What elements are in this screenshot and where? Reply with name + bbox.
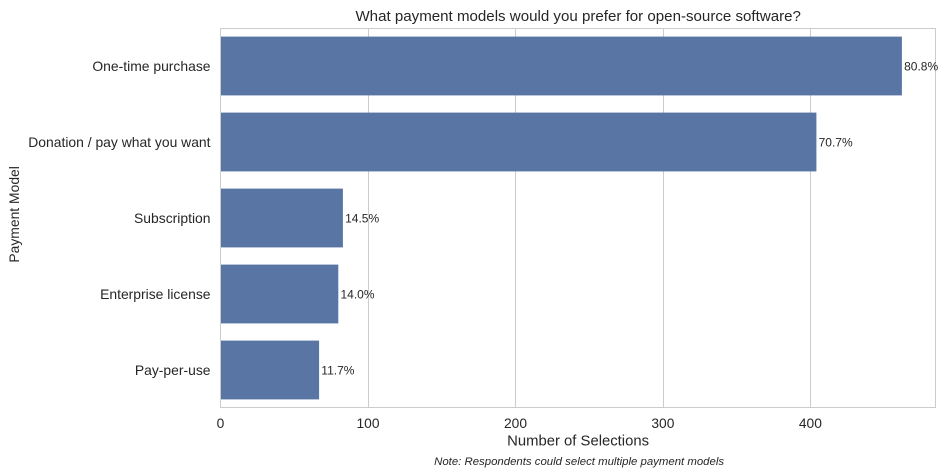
- svg-text:Enterprise license: Enterprise license: [100, 286, 211, 302]
- svg-text:200: 200: [504, 416, 527, 431]
- svg-text:70.7%: 70.7%: [819, 135, 853, 149]
- svg-text:Subscription: Subscription: [134, 210, 210, 226]
- svg-text:Pay-per-use: Pay-per-use: [135, 362, 211, 378]
- svg-text:Note: Respondents could select: Note: Respondents could select multiple …: [434, 456, 724, 468]
- svg-text:0: 0: [217, 416, 225, 431]
- svg-text:100: 100: [356, 416, 379, 431]
- svg-text:What payment models would you: What payment models would you prefer for…: [355, 8, 801, 25]
- svg-text:300: 300: [651, 416, 674, 431]
- svg-text:14.5%: 14.5%: [345, 211, 379, 225]
- svg-text:11.7%: 11.7%: [321, 363, 354, 377]
- svg-text:One-time purchase: One-time purchase: [92, 58, 210, 74]
- svg-text:Payment Model: Payment Model: [6, 166, 22, 263]
- svg-text:80.8%: 80.8%: [904, 59, 938, 73]
- svg-text:400: 400: [799, 416, 822, 431]
- svg-text:Donation / pay what you want: Donation / pay what you want: [28, 134, 210, 150]
- svg-text:14.0%: 14.0%: [341, 287, 375, 301]
- svg-text:Number of Selections: Number of Selections: [507, 433, 649, 449]
